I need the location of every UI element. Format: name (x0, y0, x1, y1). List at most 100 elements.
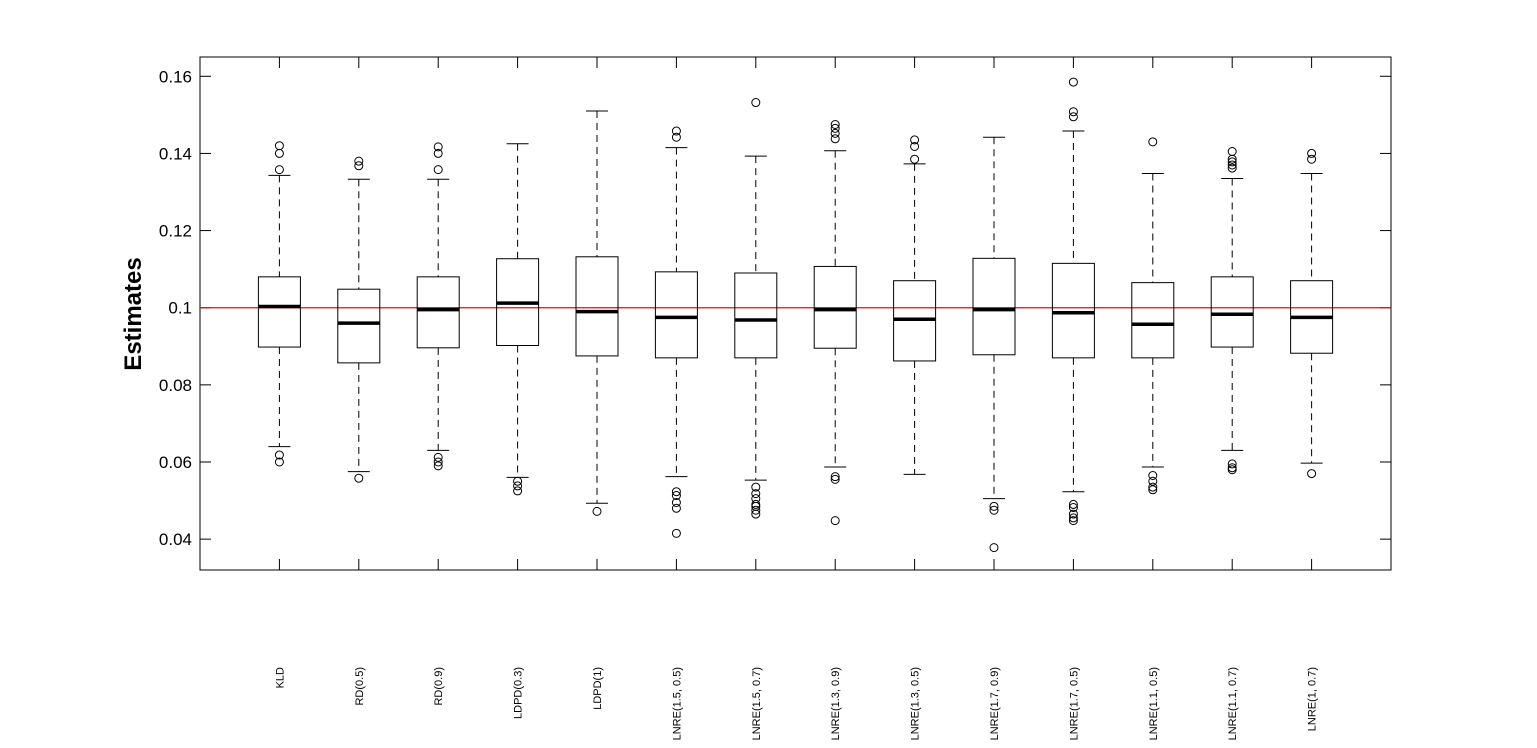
outlier-point (1148, 137, 1158, 147)
outlier-point (1307, 154, 1317, 164)
x-category-label: LNRE(1.3, 0.5) (910, 667, 922, 740)
box-group (654, 126, 698, 538)
outlier-point (433, 142, 443, 152)
y-tick-label: 0.04 (159, 530, 192, 549)
outlier-point (513, 481, 523, 491)
outlier-point (830, 120, 840, 129)
y-axis-title: Estimates (120, 257, 147, 370)
outlier-point (751, 482, 761, 492)
outlier-point (671, 528, 681, 538)
outlier-point (830, 123, 840, 133)
x-category-label: LNRE(1.1, 0.7) (1227, 667, 1239, 740)
iqr-box (734, 272, 778, 359)
x-category-label: LNRE(1.1, 0.5) (1148, 667, 1160, 740)
outlier-point (1227, 459, 1237, 469)
x-category-label: LDPD(1) (592, 667, 604, 710)
box-group (1131, 137, 1175, 495)
outlier-point (830, 128, 840, 138)
outlier-point (1068, 516, 1078, 526)
y-tick-label: 0.08 (159, 376, 192, 395)
box-group (813, 120, 857, 526)
outlier-point (989, 501, 999, 511)
box-series (257, 77, 1334, 553)
outlier-point (989, 543, 999, 553)
iqr-box (1210, 276, 1254, 348)
outlier-point (274, 141, 284, 151)
box-group (972, 136, 1016, 553)
outlier-point (671, 503, 681, 513)
outlier-point (751, 98, 761, 108)
iqr-box (575, 256, 619, 357)
outlier-point (1068, 509, 1078, 519)
box-group (893, 135, 937, 475)
outlier-point (1068, 503, 1078, 513)
outlier-point (1068, 77, 1078, 87)
outlier-point (1148, 482, 1158, 492)
iqr-box (813, 265, 857, 349)
outlier-point (433, 165, 443, 175)
outlier-point (1068, 107, 1078, 117)
outlier-point (671, 491, 681, 501)
iqr-box (416, 276, 460, 349)
x-category-label: LNRE(1.7, 0.9) (989, 667, 1001, 740)
outlier-point (910, 135, 920, 145)
outlier-point (1307, 469, 1317, 479)
outlier-point (1227, 157, 1237, 167)
outlier-point (671, 487, 681, 497)
outlier-point (671, 132, 681, 142)
outlier-point (274, 165, 284, 175)
outlier-point (354, 156, 364, 166)
outlier-point (671, 126, 681, 136)
outlier-point (433, 452, 443, 462)
outlier-point (910, 154, 920, 164)
box-group (1290, 148, 1334, 479)
iqr-box (1051, 262, 1095, 359)
outlier-point (751, 505, 761, 515)
x-category-label: KLD (274, 667, 286, 688)
outlier-point (274, 450, 284, 460)
x-category-label: RD(0.9) (433, 667, 445, 706)
box-group (496, 143, 540, 496)
y-tick-label: 0.16 (159, 67, 192, 86)
outlier-point (751, 494, 761, 504)
outlier-point (433, 457, 443, 467)
outlier-point (830, 134, 840, 144)
outlier-point (1068, 499, 1078, 509)
x-category-label: LNRE(1, 0.7) (1307, 667, 1319, 731)
outlier-point (1227, 160, 1237, 170)
iqr-box (1131, 282, 1175, 359)
outlier-point (1148, 476, 1158, 486)
x-category-label: LNRE(1.3, 0.9) (830, 667, 842, 740)
outlier-point (1068, 513, 1078, 523)
outlier-point (671, 498, 681, 507)
y-tick-label: 0.12 (159, 222, 192, 241)
outlier-point (910, 141, 920, 151)
x-category-label: LNRE(1.5, 0.5) (671, 667, 683, 740)
outlier-point (830, 474, 840, 484)
outlier-point (354, 473, 364, 483)
iqr-box (257, 276, 301, 348)
outlier-point (592, 506, 602, 516)
box-group (1210, 147, 1254, 475)
outlier-point (1227, 163, 1237, 173)
x-axis-category-labels: KLD RD(0.5) RD(0.9) LDPD(0.3) LDPD(1) LNRE(1.… (274, 667, 1318, 740)
y-tick-label: 0.1 (168, 299, 192, 318)
plot-frame (199, 56, 1392, 571)
outlier-point (1148, 471, 1158, 480)
y-tick-label: 0.06 (159, 453, 192, 472)
box-group (337, 156, 381, 483)
outlier-point (830, 516, 840, 526)
outlier-point (513, 486, 523, 496)
iqr-box (972, 257, 1016, 356)
y-tick-label: 0.14 (159, 144, 192, 163)
outlier-point (751, 489, 761, 499)
box-group (734, 98, 778, 519)
y-axis: 0.04 0.06 0.08 0.1 0.12 0.14 0.16 (159, 57, 1391, 570)
outlier-point (1068, 112, 1078, 122)
x-category-label: LNRE(1.5, 0.7) (751, 667, 763, 740)
box-group (416, 142, 460, 471)
x-category-label: LNRE(1.7, 0.5) (1068, 667, 1080, 740)
outlier-point (1227, 147, 1237, 156)
box-group (1051, 77, 1095, 526)
